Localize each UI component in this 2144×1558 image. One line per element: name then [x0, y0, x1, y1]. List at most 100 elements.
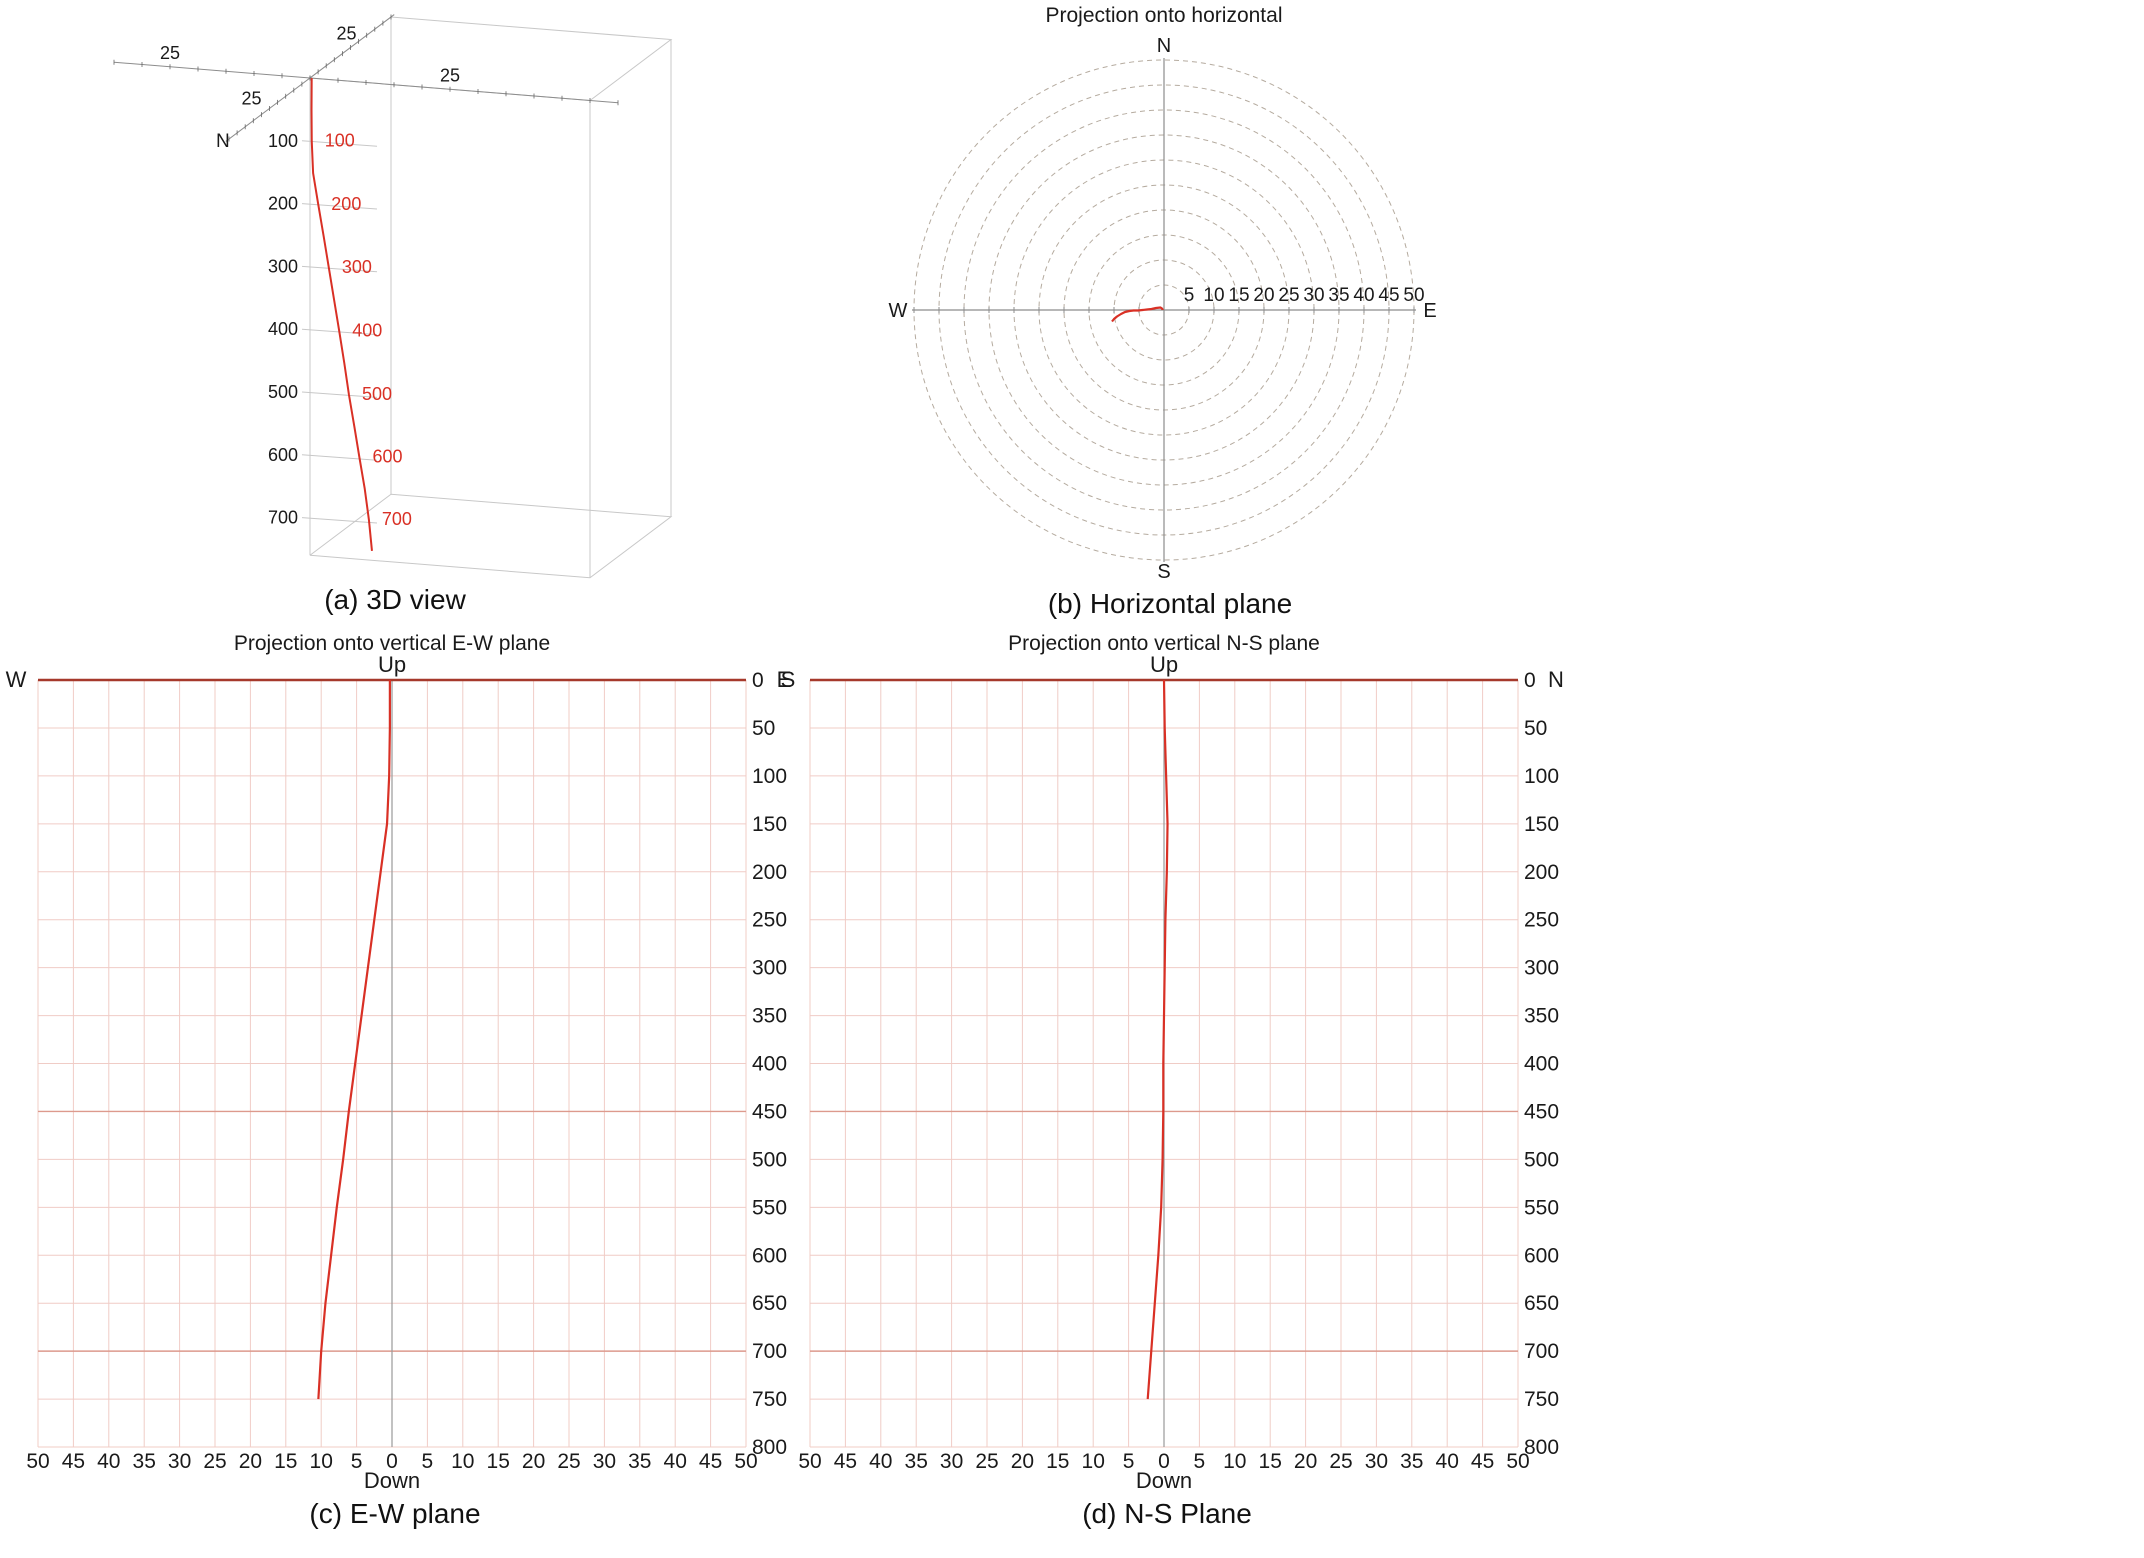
- svg-text:40: 40: [1436, 1450, 1459, 1473]
- svg-text:100: 100: [1524, 765, 1559, 788]
- svg-text:10: 10: [1203, 285, 1224, 306]
- svg-text:Up: Up: [1150, 652, 1178, 677]
- svg-text:500: 500: [752, 1148, 787, 1171]
- trajectory: [317, 680, 391, 1400]
- left-axis-label: S: [781, 667, 796, 692]
- svg-text:450: 450: [752, 1100, 787, 1123]
- svg-text:400: 400: [268, 319, 298, 339]
- svg-text:700: 700: [268, 508, 298, 528]
- svg-text:30: 30: [168, 1450, 191, 1473]
- svg-text:30: 30: [1303, 285, 1324, 306]
- svg-text:450: 450: [1524, 1100, 1559, 1123]
- svg-text:400: 400: [1524, 1053, 1559, 1076]
- svg-text:100: 100: [268, 131, 298, 151]
- svg-text:50: 50: [1403, 285, 1424, 306]
- box-wireframe: [309, 16, 673, 579]
- svg-text:0: 0: [1524, 669, 1536, 692]
- svg-text:Projection onto horizontal: Projection onto horizontal: [1046, 4, 1283, 27]
- down-label: Down: [364, 1468, 420, 1493]
- svg-text:25: 25: [203, 1450, 226, 1473]
- svg-text:0: 0: [752, 669, 764, 692]
- svg-text:800: 800: [752, 1436, 787, 1459]
- svg-text:E: E: [777, 667, 792, 692]
- axis-tick-labels: 25 25 25 25: [160, 24, 460, 109]
- axes: [113, 14, 619, 142]
- panel-ns-plane: Projection onto vertical N-S plane Up Down…: [772, 628, 1572, 1530]
- svg-text:20: 20: [522, 1450, 545, 1473]
- svg-text:500: 500: [362, 384, 392, 404]
- svg-text:50: 50: [734, 1450, 757, 1473]
- svg-text:15: 15: [1228, 285, 1249, 306]
- svg-text:40: 40: [869, 1450, 892, 1473]
- caption-ew-plane: (c) E-W plane: [309, 1498, 481, 1529]
- svg-text:N: N: [216, 131, 230, 152]
- svg-text:30: 30: [593, 1450, 616, 1473]
- svg-text:500: 500: [1524, 1148, 1559, 1171]
- svg-text:45: 45: [699, 1450, 722, 1473]
- svg-text:N: N: [1548, 667, 1564, 692]
- svg-text:150: 150: [752, 813, 787, 836]
- svg-text:40: 40: [664, 1450, 687, 1473]
- svg-text:700: 700: [382, 509, 412, 529]
- svg-text:10: 10: [310, 1450, 333, 1473]
- chart-3d-view: 25 25 25 25 N 100 200 300 400 500 600 700 100 200 300 4…: [113, 14, 673, 579]
- svg-text:50: 50: [752, 717, 775, 740]
- svg-text:500: 500: [268, 382, 298, 402]
- svg-text:Down: Down: [364, 1468, 420, 1493]
- left-axis-label: W: [6, 667, 27, 692]
- svg-text:5: 5: [422, 1450, 434, 1473]
- svg-text:45: 45: [62, 1450, 85, 1473]
- svg-text:25: 25: [160, 43, 180, 63]
- svg-text:40: 40: [1353, 285, 1374, 306]
- svg-text:25: 25: [557, 1450, 580, 1473]
- panel-3d-view: 25 25 25 25 N 100 200 300 400 500 600 700 100 200 300 4…: [0, 0, 800, 616]
- svg-text:600: 600: [752, 1244, 787, 1267]
- svg-text:30: 30: [1365, 1450, 1388, 1473]
- svg-text:50: 50: [1524, 717, 1547, 740]
- depth-tick-labels: 0 50 100 150 200 250 300 350 400 450 500 550 600 650 7…: [1524, 669, 1559, 1459]
- depth-tick-labels: 0 50 100 150 200 250 300 350 400 450 500 550 600 650 7…: [752, 669, 787, 1459]
- svg-text:40: 40: [97, 1450, 120, 1473]
- svg-text:10: 10: [1082, 1450, 1105, 1473]
- svg-text:25: 25: [440, 65, 460, 85]
- svg-text:Projection onto vertical E-W p: Projection onto vertical E-W plane: [234, 632, 550, 655]
- svg-text:50: 50: [26, 1450, 49, 1473]
- right-axis-label: E: [777, 667, 792, 692]
- svg-text:35: 35: [905, 1450, 928, 1473]
- caption-horizontal-plane: (b) Horizontal plane: [1047, 588, 1293, 619]
- svg-text:800: 800: [1524, 1436, 1559, 1459]
- svg-text:50: 50: [1506, 1450, 1529, 1473]
- svg-text:W: W: [889, 300, 908, 322]
- trajectory: [1146, 679, 1169, 1400]
- svg-text:10: 10: [451, 1450, 474, 1473]
- svg-text:25: 25: [1278, 285, 1299, 306]
- depth-axis-labels: 100 200 300 400 500 600 700: [268, 131, 298, 528]
- down-label: Down: [1136, 1468, 1192, 1493]
- svg-text:35: 35: [1400, 1450, 1423, 1473]
- trajectory: [310, 78, 373, 551]
- svg-text:25: 25: [1329, 1450, 1352, 1473]
- svg-text:15: 15: [274, 1450, 297, 1473]
- depth-level-lines: [301, 140, 378, 524]
- svg-text:300: 300: [342, 257, 372, 277]
- svg-text:50: 50: [798, 1450, 821, 1473]
- trajectory: [1111, 306, 1164, 323]
- svg-text:650: 650: [1524, 1292, 1559, 1315]
- up-label: Up: [378, 652, 406, 677]
- svg-text:5: 5: [351, 1450, 363, 1473]
- north-axis-label: N: [216, 131, 230, 152]
- svg-text:300: 300: [268, 256, 298, 276]
- svg-text:550: 550: [752, 1196, 787, 1219]
- svg-text:200: 200: [1524, 861, 1559, 884]
- svg-text:0: 0: [386, 1450, 398, 1473]
- svg-text:20: 20: [1011, 1450, 1034, 1473]
- svg-text:45: 45: [1378, 285, 1399, 306]
- svg-text:Down: Down: [1136, 1468, 1192, 1493]
- chart-title: Projection onto horizontal: [1046, 4, 1283, 27]
- svg-text:300: 300: [1524, 957, 1559, 980]
- svg-text:35: 35: [133, 1450, 156, 1473]
- svg-text:750: 750: [752, 1388, 787, 1411]
